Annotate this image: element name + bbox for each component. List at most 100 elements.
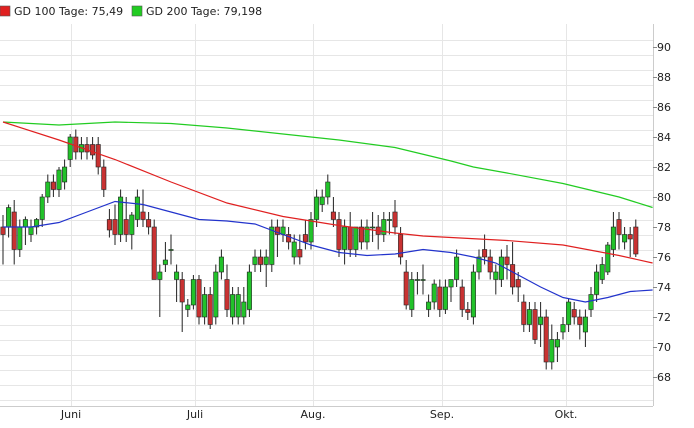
candle-up	[526, 309, 532, 325]
candle-up	[325, 181, 331, 198]
legend-swatch-ma100	[0, 5, 11, 17]
candle-down	[73, 136, 79, 153]
candle-down	[521, 301, 527, 325]
candle-up	[538, 316, 544, 325]
candle-up	[22, 219, 28, 228]
candle-up	[118, 196, 124, 235]
candle-up	[498, 256, 504, 280]
x-tick-label-juli: Juli	[186, 408, 203, 421]
candle-up	[157, 271, 163, 280]
ma-100-line	[2, 121, 653, 264]
ma-blue-line	[3, 200, 653, 303]
y-tick-label: 84	[657, 131, 671, 144]
candle-down	[627, 234, 633, 240]
y-tick-label: 90	[657, 41, 671, 54]
candle-up	[554, 339, 560, 348]
candle-up	[549, 339, 555, 363]
y-tick-label: 86	[657, 101, 671, 114]
candle-down	[274, 226, 280, 235]
candle-down	[633, 226, 639, 255]
moving-averages	[2, 121, 653, 303]
y-tick-label: 70	[657, 341, 671, 354]
candle-down	[90, 144, 96, 156]
candle-up	[409, 279, 415, 310]
candle-up	[6, 207, 12, 228]
candle-up	[414, 279, 420, 281]
candle-down	[543, 316, 549, 363]
candle-down	[302, 234, 308, 243]
y-tick-label: 74	[657, 281, 671, 294]
candle-down	[123, 219, 129, 235]
candle-down	[0, 226, 6, 235]
candle-up	[582, 316, 588, 333]
candle-up	[622, 234, 628, 243]
candle-down	[465, 309, 471, 313]
candle-down	[50, 181, 56, 190]
candle-up	[263, 256, 269, 265]
candle-down	[258, 256, 264, 265]
candle-down	[403, 271, 409, 306]
candle-down	[347, 226, 353, 250]
candle-up	[190, 279, 196, 306]
candle-down	[437, 286, 443, 310]
candle-up	[252, 256, 258, 265]
candle-up	[308, 219, 314, 243]
candle-up	[269, 226, 275, 265]
candle-down	[392, 211, 398, 228]
candle-up	[342, 226, 348, 250]
candle-down	[532, 309, 538, 340]
candle-down	[398, 234, 404, 258]
x-axis-ticks: Juni Juli Aug. Sep. Okt.	[60, 408, 578, 421]
candle-down	[459, 286, 465, 310]
candle-down	[196, 279, 202, 318]
candle-up	[34, 219, 40, 228]
candle-down	[224, 279, 230, 310]
y-axis-ticks: 68 70 72 74 76 78 80 82 84 86 88 90	[657, 41, 671, 384]
y-tick-label: 78	[657, 221, 671, 234]
y-tick-label: 76	[657, 251, 671, 264]
candle-up	[218, 256, 224, 273]
candle-down	[106, 219, 112, 231]
candle-up	[448, 279, 454, 288]
candle-up	[566, 301, 572, 325]
candle-up	[476, 256, 482, 273]
candle-up	[431, 283, 437, 303]
candle-down	[95, 144, 101, 168]
candle-up	[134, 196, 140, 220]
candle-up	[470, 271, 476, 318]
candle-up	[605, 244, 611, 273]
candle-down	[358, 226, 364, 243]
candlesticks	[0, 129, 639, 370]
candle-down	[146, 219, 152, 228]
candle-down	[330, 211, 336, 220]
candle-up	[314, 196, 320, 220]
candle-up	[202, 294, 208, 318]
candle-up	[67, 136, 73, 160]
candle-up	[168, 249, 174, 251]
candle-down	[286, 234, 292, 243]
candle-up	[588, 294, 594, 310]
candle-down	[179, 279, 185, 303]
candle-up	[162, 259, 168, 265]
y-tick-label: 88	[657, 71, 671, 84]
candle-up	[230, 294, 236, 318]
candle-down	[487, 256, 493, 273]
candle-up	[599, 264, 605, 280]
y-tick-label: 68	[657, 371, 671, 384]
candle-up	[442, 286, 448, 310]
x-tick-label-sep: Sep.	[430, 408, 454, 421]
candle-up	[610, 226, 616, 250]
candle-up	[28, 226, 34, 235]
x-tick-label-juni: Juni	[60, 408, 81, 421]
candle-up	[213, 271, 219, 318]
candle-down	[207, 294, 213, 325]
candle-up	[17, 226, 23, 250]
candle-up	[420, 279, 426, 281]
candle-down	[11, 211, 17, 250]
legend-label-ma200: GD 200 Tage: 79,198	[146, 5, 262, 18]
candle-down	[101, 166, 107, 190]
x-tick-label-aug: Aug.	[301, 408, 326, 421]
candle-down	[84, 144, 90, 153]
